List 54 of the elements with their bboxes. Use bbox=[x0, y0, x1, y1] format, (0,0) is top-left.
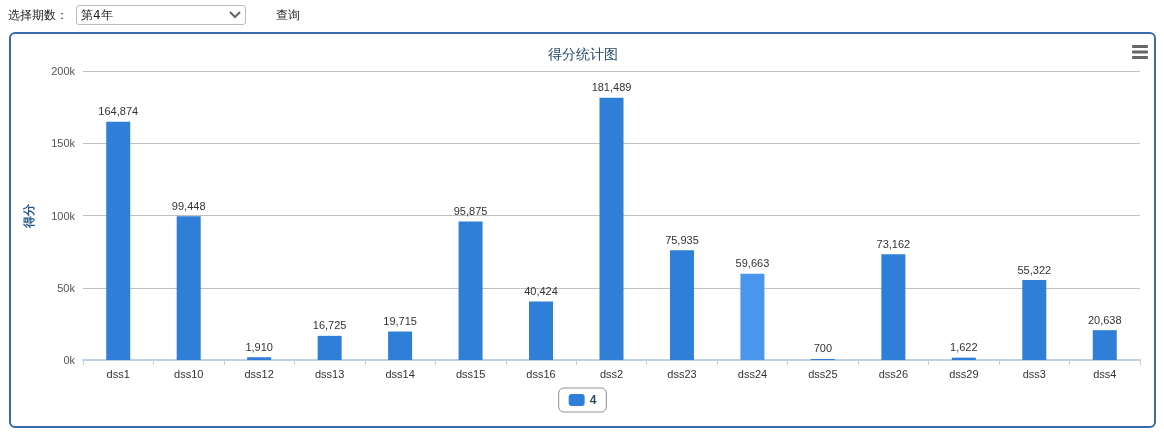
x-tick-label: dss26 bbox=[878, 367, 909, 380]
data-label: 16,725 bbox=[312, 319, 347, 332]
x-tick-label: dss10 bbox=[174, 367, 204, 380]
x-tick-label: dss29 bbox=[949, 367, 979, 380]
bar bbox=[247, 357, 272, 360]
y-tick-label: 0k bbox=[63, 354, 76, 366]
bar bbox=[740, 273, 765, 360]
data-label: 19,715 bbox=[383, 315, 417, 328]
bar bbox=[176, 216, 201, 360]
bar bbox=[317, 335, 342, 360]
x-tick-label: dss3 bbox=[1022, 367, 1046, 380]
data-label: 181,489 bbox=[591, 81, 632, 94]
x-tick-label: dss12 bbox=[244, 367, 274, 380]
bar bbox=[106, 121, 131, 360]
x-tick-label: dss13 bbox=[314, 367, 345, 380]
bar bbox=[599, 97, 624, 360]
x-tick-label: dss23 bbox=[667, 367, 697, 380]
data-label: 20,638 bbox=[1087, 313, 1122, 326]
x-tick-label: dss4 bbox=[1093, 367, 1117, 380]
bar bbox=[458, 221, 483, 360]
data-label: 73,162 bbox=[876, 237, 911, 250]
bar bbox=[529, 301, 554, 360]
x-tick-label: dss24 bbox=[737, 367, 768, 380]
bar bbox=[388, 331, 413, 360]
data-label: 75,935 bbox=[665, 233, 699, 246]
data-label: 40,424 bbox=[524, 285, 558, 298]
bar bbox=[1092, 330, 1117, 360]
text: 选择期数： bbox=[8, 6, 68, 24]
x-tick-label: dss25 bbox=[808, 367, 838, 380]
x-tick-label: dss14 bbox=[385, 367, 415, 380]
text: 第4年 bbox=[81, 6, 113, 24]
x-tick-label: dss2 bbox=[599, 367, 624, 380]
chart-title: 得分统计图 bbox=[547, 46, 618, 62]
data-label: 164,874 bbox=[98, 105, 139, 118]
data-label: 55,322 bbox=[1017, 263, 1052, 276]
bar bbox=[1022, 280, 1047, 360]
text: 查询 bbox=[276, 6, 300, 24]
y-tick-label: 50k bbox=[57, 281, 76, 294]
x-tick-label: dss1 bbox=[106, 367, 130, 380]
data-label: 1,910 bbox=[245, 340, 273, 353]
data-label: 99,448 bbox=[171, 199, 206, 212]
legend-label: 4 bbox=[589, 393, 597, 407]
data-label: 59,663 bbox=[735, 257, 770, 270]
x-tick-label: dss15 bbox=[455, 367, 486, 380]
y-tick-label: 100k bbox=[51, 209, 76, 222]
y-axis-title: 得分 bbox=[22, 202, 36, 229]
x-tick-label: dss16 bbox=[526, 367, 556, 380]
y-tick-label: 150k bbox=[51, 137, 76, 150]
bar bbox=[669, 250, 694, 360]
y-tick-label: 200k bbox=[51, 65, 76, 77]
bar bbox=[881, 254, 906, 360]
data-label: 95,875 bbox=[453, 204, 488, 217]
data-label: 700 bbox=[813, 342, 833, 355]
data-label: 1,622 bbox=[950, 341, 978, 354]
